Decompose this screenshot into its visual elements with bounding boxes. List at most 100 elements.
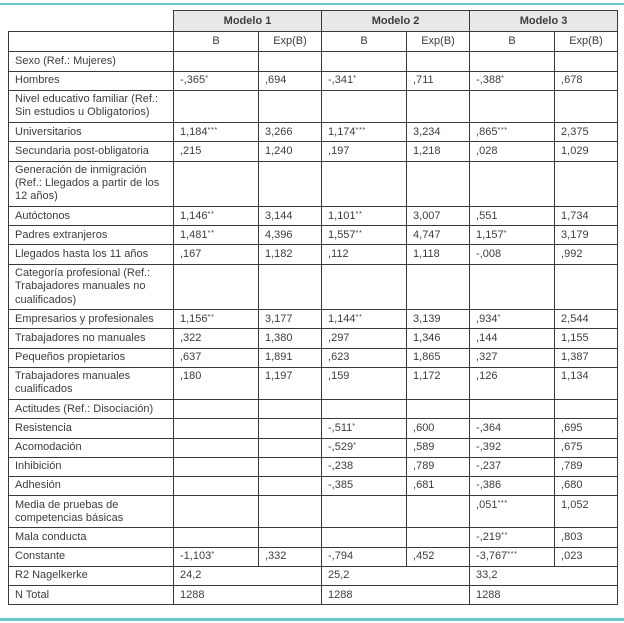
value-cell bbox=[469, 399, 556, 420]
value-cell: -,238 bbox=[321, 456, 408, 477]
summary-value-cell: 1288 bbox=[172, 584, 323, 606]
value-cell: 1,101** bbox=[321, 206, 408, 227]
value-cell: 1,052 bbox=[554, 495, 619, 529]
value-cell bbox=[173, 263, 259, 311]
value-cell: ,551 bbox=[469, 206, 556, 227]
table-row: Padres extranjeros 1,481** 4,396 1,557** 4,7… bbox=[8, 225, 619, 246]
value-cell: ,623 bbox=[321, 347, 408, 368]
significance-stars: *** bbox=[207, 124, 218, 134]
row-label: Mala conducta bbox=[8, 527, 174, 548]
value-cell: ,789 bbox=[554, 456, 619, 477]
value-cell bbox=[173, 456, 259, 477]
value-cell: ,589 bbox=[406, 437, 471, 458]
row-label: Empresarios y profesionales bbox=[8, 309, 174, 330]
value-cell bbox=[469, 160, 556, 208]
value-cell bbox=[469, 89, 556, 124]
value-cell bbox=[321, 495, 408, 529]
value-cell bbox=[321, 399, 408, 420]
value-cell bbox=[554, 160, 619, 208]
row-label: Inhibición bbox=[8, 456, 174, 477]
value-cell: 1,174*** bbox=[321, 122, 408, 143]
table-row: Categoría profesional (Ref.: Trabajadore… bbox=[8, 263, 619, 311]
row-label-header-cell bbox=[8, 31, 174, 53]
table-row: Empresarios y profesionales 1,156** 3,177 1… bbox=[8, 309, 619, 330]
value-cell bbox=[406, 89, 471, 124]
table-row: Autóctonos 1,146** 3,144 1,101** 3,007,551 1,… bbox=[8, 206, 619, 227]
significance-stars: * bbox=[353, 440, 357, 449]
value-cell bbox=[257, 527, 323, 548]
value-cell: ,681 bbox=[406, 475, 471, 497]
row-label: Trabajadores no manuales bbox=[8, 328, 174, 349]
value-cell: 1,346 bbox=[406, 328, 471, 349]
value-cell: 4,396 bbox=[257, 225, 323, 246]
value-cell bbox=[554, 263, 619, 311]
value-cell: 1,172 bbox=[406, 366, 471, 401]
row-label: Sexo (Ref.: Mujeres) bbox=[8, 51, 174, 72]
value-cell: ,675 bbox=[554, 437, 619, 458]
value-cell: -1,103* bbox=[173, 546, 259, 567]
row-label: Resistencia bbox=[8, 418, 174, 439]
value-cell: ,992 bbox=[554, 244, 619, 265]
value-cell bbox=[257, 160, 323, 208]
value-cell: ,711 bbox=[406, 70, 471, 91]
value-cell bbox=[406, 263, 471, 311]
col-header-expb-m1: Exp(B) bbox=[257, 31, 323, 53]
value-cell: 3,266 bbox=[257, 122, 323, 143]
value-cell: 3,007 bbox=[406, 206, 471, 227]
value-cell: 1,157* bbox=[469, 225, 556, 246]
value-cell bbox=[321, 160, 408, 208]
table-row: Resistencia -,511* ,600 -,364,695 bbox=[8, 418, 619, 439]
value-cell: ,112 bbox=[321, 244, 408, 265]
value-cell bbox=[406, 399, 471, 420]
significance-stars: ** bbox=[355, 311, 363, 321]
col-header-b-m1: B bbox=[173, 31, 259, 53]
significance-stars: ** bbox=[207, 227, 215, 237]
table-row: Llegados hasta los 11 años ,167 1,182,112 1… bbox=[8, 244, 619, 265]
value-cell: 3,234 bbox=[406, 122, 471, 143]
summary-value-cell: 33,2 bbox=[469, 565, 619, 587]
value-cell bbox=[321, 263, 408, 311]
value-cell bbox=[321, 51, 408, 72]
value-cell: -,392 bbox=[469, 437, 556, 458]
table-row: Hombres -,365* ,694 -,341* ,711 -,388* ,678 bbox=[8, 70, 619, 91]
value-cell: ,680 bbox=[554, 475, 619, 497]
value-cell: ,159 bbox=[321, 366, 408, 401]
value-cell bbox=[554, 51, 619, 72]
value-cell: 2,544 bbox=[554, 309, 619, 330]
value-cell: 2,375 bbox=[554, 122, 619, 143]
value-cell bbox=[406, 160, 471, 208]
value-cell: 3,179 bbox=[554, 225, 619, 246]
value-cell: -,341* bbox=[321, 70, 408, 91]
row-label: R2 Nagelkerke bbox=[8, 565, 174, 587]
table-row: Pequeños propietarios ,637 1,891,623 1,865,… bbox=[8, 347, 619, 368]
value-cell: -,008 bbox=[469, 244, 556, 265]
row-label: Nivel educativo familiar (Ref.: Sin estu… bbox=[8, 89, 174, 124]
value-cell: -3,767*** bbox=[469, 546, 556, 567]
value-cell: ,180 bbox=[173, 366, 259, 401]
table-row: Constante -1,103* ,332 -,794,452 -3,767*** ,0… bbox=[8, 546, 619, 567]
row-label: Hombres bbox=[8, 70, 174, 91]
value-cell: 1,184*** bbox=[173, 122, 259, 143]
value-cell: ,327 bbox=[469, 347, 556, 368]
value-cell: 3,177 bbox=[257, 309, 323, 330]
value-cell bbox=[173, 51, 259, 72]
row-label: Categoría profesional (Ref.: Trabajadore… bbox=[8, 263, 174, 311]
table-row: Mala conducta -,219** ,803 bbox=[8, 527, 619, 548]
value-cell bbox=[257, 399, 323, 420]
value-cell: 4,747 bbox=[406, 225, 471, 246]
value-cell: 1,134 bbox=[554, 366, 619, 401]
value-cell bbox=[554, 89, 619, 124]
significance-stars: ** bbox=[207, 208, 215, 218]
value-cell: ,678 bbox=[554, 70, 619, 91]
value-cell: 1,155 bbox=[554, 328, 619, 349]
value-cell: 3,144 bbox=[257, 206, 323, 227]
row-label: Pequeños propietarios bbox=[8, 347, 174, 368]
value-cell: -,388* bbox=[469, 70, 556, 91]
significance-stars: ** bbox=[355, 227, 363, 237]
table-row: Acomodación -,529* ,589 -,392,675 bbox=[8, 437, 619, 458]
value-cell: 1,387 bbox=[554, 347, 619, 368]
summary-value-cell: 25,2 bbox=[321, 565, 471, 587]
significance-stars: * bbox=[503, 227, 507, 237]
value-cell bbox=[257, 456, 323, 477]
value-cell: ,297 bbox=[321, 328, 408, 349]
